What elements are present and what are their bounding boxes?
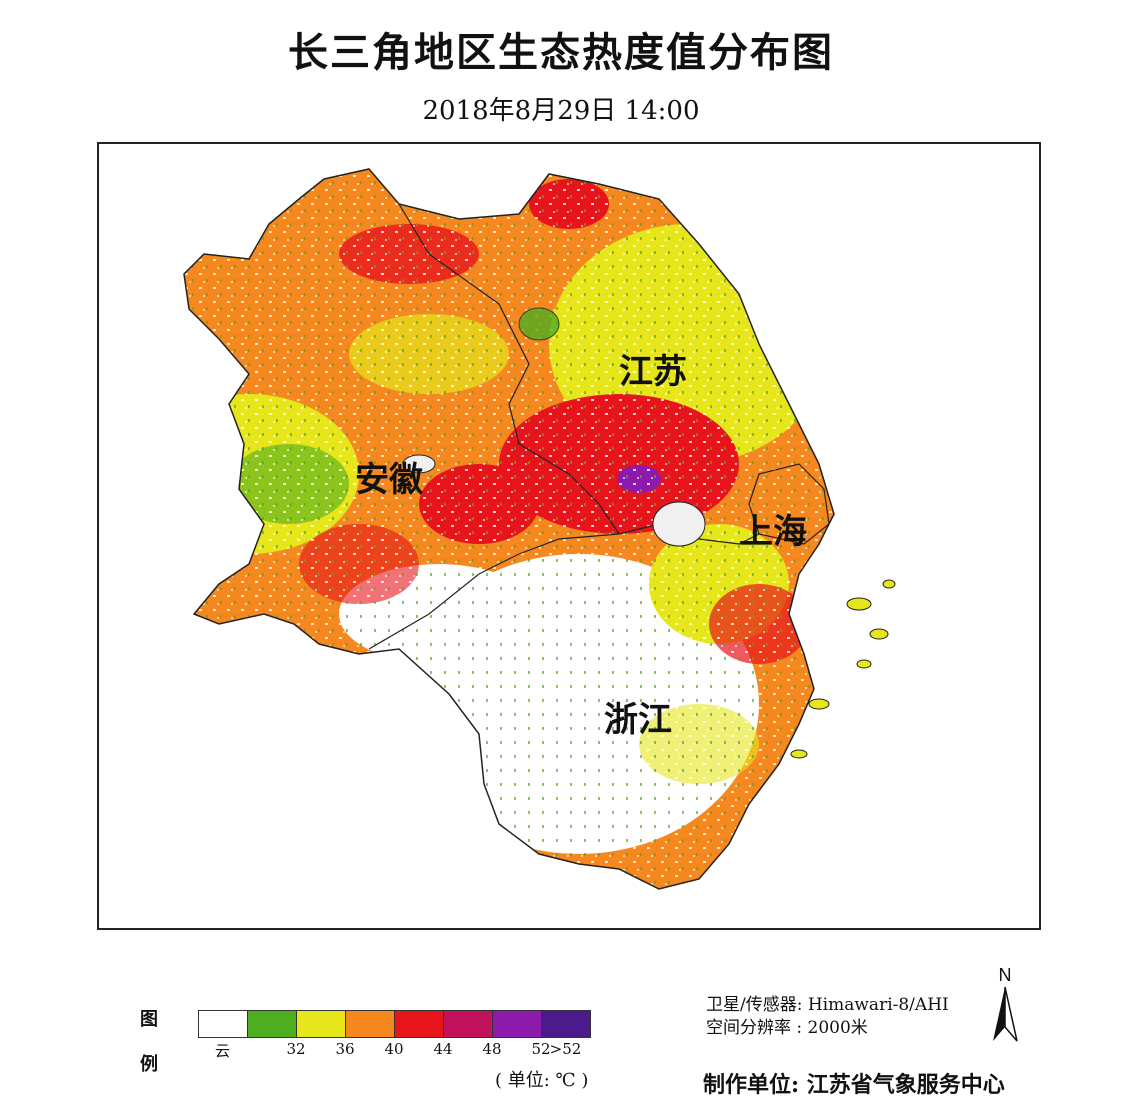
province-border-anhui-zhejiang (368, 533, 620, 650)
legend-tick-label: >52 (549, 1040, 582, 1058)
region-label-anhui: 安徽 (355, 460, 423, 500)
legend-swatch (395, 1011, 444, 1037)
region-label-zhejiang: 浙江 (604, 700, 672, 740)
legend-tick-label: 云 (214, 1042, 231, 1060)
legend-unit: ( 单位: ℃ ) (495, 1070, 589, 1091)
region-label-jiangsu: 江苏 (619, 352, 687, 392)
satellite-sensor-text: 卫星/传感器: Himawari-8/AHI (706, 995, 949, 1015)
province-border-shanghai (748, 463, 830, 545)
chaohu-lake (402, 454, 436, 474)
hongze-lake (518, 307, 560, 341)
map-canvas (183, 168, 896, 890)
map-frame: 江苏 安徽 上海 浙江 (97, 142, 1041, 930)
north-arrow-icon: N (993, 965, 1018, 1042)
legend-tick-label: 36 (335, 1040, 355, 1058)
province-border-jiangsu-anhui (398, 203, 620, 535)
legend-swatch (248, 1011, 297, 1037)
zhoushan-islands (790, 579, 896, 759)
legend-swatch (493, 1011, 542, 1037)
north-arrow-label: N (999, 965, 1012, 985)
legend-side-label-bottom: 例 (140, 1054, 158, 1075)
legend-tick-label: 32 (286, 1040, 306, 1058)
heat-field (184, 169, 834, 889)
legend-color-bar (198, 1010, 591, 1038)
taihu-lake (652, 501, 706, 547)
legend-tick-label: 40 (384, 1040, 404, 1058)
producer-text: 制作单位: 江苏省气象服务中心 (703, 1072, 1005, 1098)
legend-swatch (297, 1011, 346, 1037)
legend-swatch (199, 1011, 248, 1037)
legend-swatch (444, 1011, 493, 1037)
spatial-resolution-text: 空间分辨率 : 2000米 (706, 1018, 868, 1038)
legend-swatch (542, 1011, 590, 1037)
legend-side-label-top: 图 (140, 1009, 158, 1030)
legend-tick-label: 52 (531, 1040, 551, 1058)
legend-tick-label: 48 (482, 1040, 502, 1058)
legend-swatch (346, 1011, 395, 1037)
map-title: 长三角地区生态热度值分布图 (288, 29, 834, 76)
region-label-shanghai: 上海 (739, 512, 807, 552)
legend-tick-label: 44 (433, 1040, 453, 1058)
map-subtitle: 2018年8月29日 14:00 (422, 96, 700, 126)
coastline (183, 168, 835, 890)
province-border-jiangsu-zhejiang (618, 523, 760, 545)
